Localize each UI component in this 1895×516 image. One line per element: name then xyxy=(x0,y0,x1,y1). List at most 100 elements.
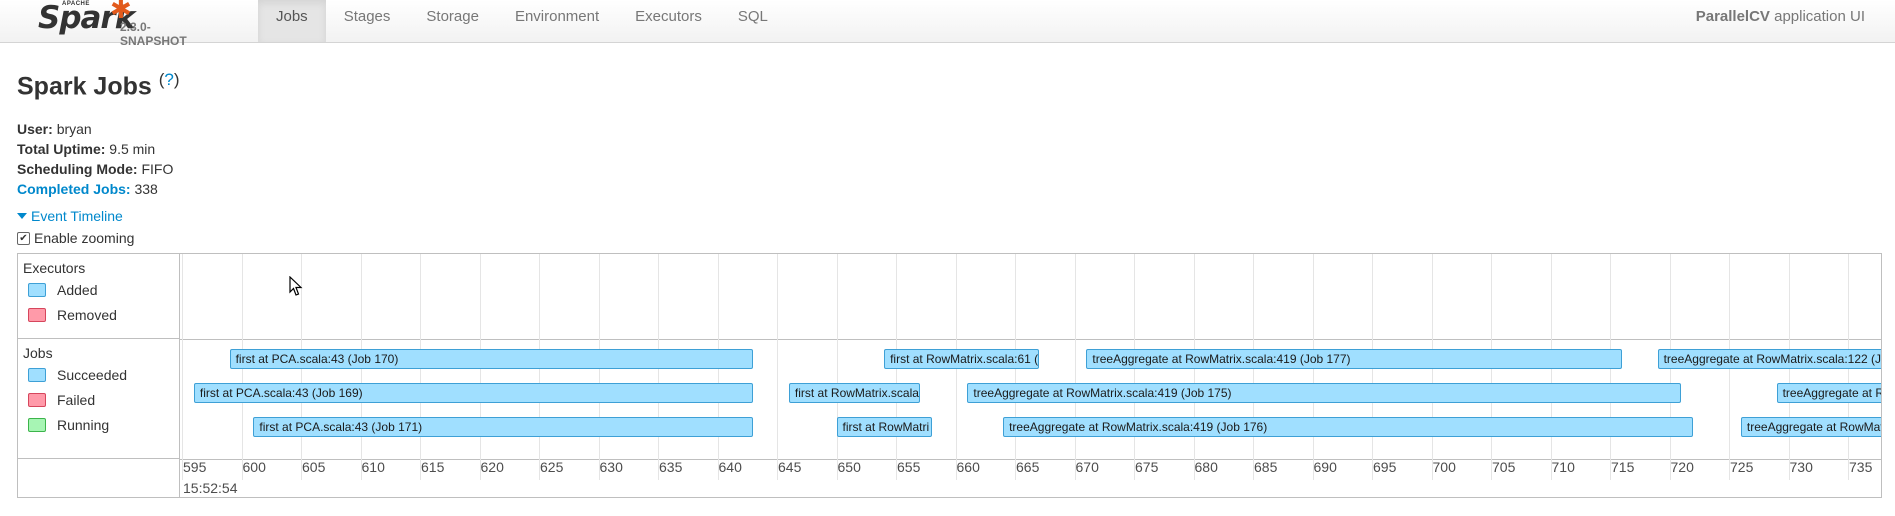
axis-tick-label: 730 xyxy=(1789,459,1813,475)
axis-tick-label: 605 xyxy=(302,459,326,475)
executors-group: Executors Added Removed xyxy=(18,254,179,339)
scheduling-label: Scheduling Mode: xyxy=(17,161,138,177)
axis-tick-label: 650 xyxy=(837,459,861,475)
axis-tick-label: 675 xyxy=(1135,459,1159,475)
executors-title: Executors xyxy=(23,260,86,276)
timeline-content[interactable]: 15:52:54 595 600 605 610 615 620 625 630 635 640 6… xyxy=(180,254,1881,497)
axis-tick-label: 600 xyxy=(242,459,266,475)
completed-label: Completed Jobs: xyxy=(17,181,131,197)
event-timeline[interactable]: Executors Added Removed Jobs Succeeded F… xyxy=(17,253,1882,498)
event-timeline-label: Event Timeline xyxy=(31,208,123,224)
summary-user: User: bryan xyxy=(17,119,173,139)
running-swatch xyxy=(28,418,46,432)
axis-tick-label: 610 xyxy=(361,459,385,475)
axis-tick-label: 705 xyxy=(1492,459,1516,475)
axis-tick-label: 660 xyxy=(956,459,980,475)
added-swatch xyxy=(28,283,46,297)
legend-succeeded: Succeeded xyxy=(28,367,127,383)
navbar: Spark APACHE ✱ 2.3.0-SNAPSHOT Jobs Stage… xyxy=(0,0,1895,48)
summary-scheduling: Scheduling Mode: FIFO xyxy=(17,159,173,179)
enable-zooming-label: Enable zooming xyxy=(34,230,135,246)
job-bar[interactable]: treeAggregate at RowMatrix xyxy=(1776,383,1881,403)
enable-zooming-row: ✔ Enable zooming xyxy=(17,230,134,246)
axis-divider xyxy=(180,459,1881,460)
axis-tick-label: 685 xyxy=(1254,459,1278,475)
failed-swatch xyxy=(28,393,46,407)
axis-tick-label: 640 xyxy=(718,459,742,475)
axis-tick-label: 700 xyxy=(1432,459,1456,475)
help-link[interactable]: ? xyxy=(164,70,174,89)
job-bar[interactable]: treeAggregate at RowMatrix.scala:419 (Jo… xyxy=(1003,417,1694,437)
axis-tick-label: 655 xyxy=(897,459,921,475)
scheduling-value: FIFO xyxy=(141,161,174,177)
uptime-label: Total Uptime: xyxy=(17,141,106,157)
axis-tick-label: 615 xyxy=(421,459,445,475)
axis-tick-label: 720 xyxy=(1670,459,1694,475)
grid-line xyxy=(777,254,778,480)
group-divider xyxy=(180,339,1881,340)
axis-tick-label: 595 xyxy=(183,459,207,475)
axis-tick-label: 695 xyxy=(1373,459,1397,475)
job-bar[interactable]: treeAggregate at RowMatrix.scala:122 (Jo… xyxy=(1657,349,1881,369)
axis-tick-label: 670 xyxy=(1075,459,1099,475)
tab-storage[interactable]: Storage xyxy=(426,8,479,25)
tab-executors[interactable]: Executors xyxy=(635,8,702,25)
uptime-value: 9.5 min xyxy=(109,141,156,157)
axis-tick-label: 690 xyxy=(1313,459,1337,475)
event-timeline-toggle[interactable]: Event Timeline xyxy=(17,208,123,224)
jobs-group: Jobs Succeeded Failed Running xyxy=(18,339,179,459)
legend-removed: Removed xyxy=(28,307,117,323)
axis-tick-label: 630 xyxy=(599,459,623,475)
grid-line xyxy=(182,254,183,480)
spark-star-icon: ✱ xyxy=(110,0,132,24)
axis-tick-label: 735 xyxy=(1849,459,1873,475)
axis-tick-label: 680 xyxy=(1194,459,1218,475)
help-tooltip: (?) xyxy=(158,70,180,89)
summary-list: User: bryan Total Uptime: 9.5 min Schedu… xyxy=(17,119,173,199)
axis-tick-label: 635 xyxy=(659,459,683,475)
axis-tick-label: 725 xyxy=(1730,459,1754,475)
legend-running-label: Running xyxy=(57,417,110,433)
job-bar[interactable]: first at PCA.scala:43 (Job 170) xyxy=(229,349,754,369)
brand-spark-text: Spark xyxy=(38,0,135,36)
axis-tick-label: 625 xyxy=(540,459,564,475)
job-bar[interactable]: first at RowMatri xyxy=(836,417,932,437)
tab-jobs[interactable]: Jobs xyxy=(258,0,326,42)
completed-value: 338 xyxy=(134,181,158,197)
brand-apache-text: APACHE xyxy=(62,1,90,7)
mouse-cursor-icon xyxy=(289,276,303,296)
page-title: Spark Jobs (?) xyxy=(17,70,180,101)
job-bar[interactable]: first at RowMatrix.scala xyxy=(788,383,920,403)
legend-succeeded-label: Succeeded xyxy=(57,367,128,383)
completed-jobs-link[interactable]: Completed Jobs: xyxy=(17,181,131,197)
legend-failed-label: Failed xyxy=(57,392,96,408)
job-bar[interactable]: treeAggregate at RowMatr xyxy=(1740,417,1881,437)
enable-zooming-checkbox[interactable]: ✔ xyxy=(17,231,30,245)
tab-environment[interactable]: Environment xyxy=(514,8,600,25)
legend-added: Added xyxy=(28,282,97,298)
summary-uptime: Total Uptime: 9.5 min xyxy=(17,139,173,159)
job-bar[interactable]: first at PCA.scala:43 (Job 169) xyxy=(193,383,754,403)
nav-tabs: Jobs Stages Storage Environment Executor… xyxy=(258,0,786,42)
axis-tick-label: 645 xyxy=(778,459,802,475)
job-bar[interactable]: treeAggregate at RowMatrix.scala:419 (Jo… xyxy=(1086,349,1622,369)
timeline-labels: Executors Added Removed Jobs Succeeded F… xyxy=(18,254,180,497)
axis-date-label: 15:52:54 xyxy=(183,480,238,496)
legend-removed-label: Removed xyxy=(57,307,117,323)
axis-tick-label: 665 xyxy=(1016,459,1040,475)
grid-line xyxy=(1074,254,1076,480)
grid-line xyxy=(836,254,838,480)
job-bar[interactable]: first at RowMatrix.scala:61 ( xyxy=(884,349,1039,369)
spark-version: 2.3.0-SNAPSHOT xyxy=(120,20,187,48)
page-title-text: Spark Jobs xyxy=(17,72,152,101)
user-label: User: xyxy=(17,121,53,137)
legend-added-label: Added xyxy=(57,282,98,298)
tab-sql[interactable]: SQL xyxy=(737,8,768,25)
axis-tick-label: 715 xyxy=(1611,459,1635,475)
tab-stages[interactable]: Stages xyxy=(343,8,391,25)
axis-tick-label: 710 xyxy=(1551,459,1575,475)
legend-failed: Failed xyxy=(28,392,95,408)
job-bar[interactable]: first at PCA.scala:43 (Job 171) xyxy=(253,417,754,437)
user-value: bryan xyxy=(56,121,92,137)
job-bar[interactable]: treeAggregate at RowMatrix.scala:419 (Jo… xyxy=(967,383,1682,403)
